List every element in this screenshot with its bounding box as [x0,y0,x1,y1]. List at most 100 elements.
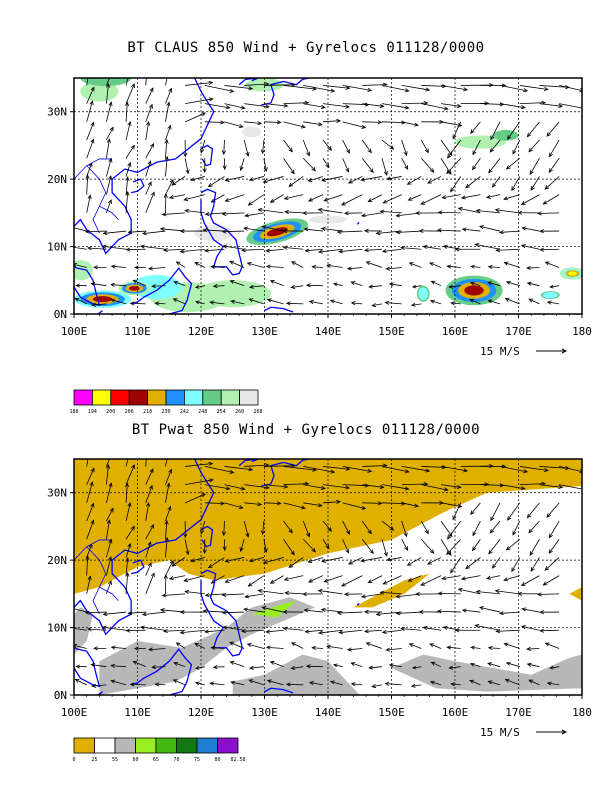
wind-vector [204,248,225,252]
x-tick-label: 130E [251,325,278,338]
wind-vector-head [321,558,326,563]
wind-vector [142,230,166,235]
wind-vector-head [479,606,484,611]
wind-vector [322,466,350,470]
wind-vector [322,158,330,168]
wind-vector-head [346,530,350,535]
wind-vector [263,176,284,183]
wind-vector [382,629,402,633]
wind-vector [339,248,363,253]
wind-vector-head [303,608,309,613]
wind-vector-head [503,577,509,582]
wind-vector [547,682,560,686]
colorbar-label: 0 [72,757,75,763]
wind-vector [420,520,429,534]
wind-vector-head [220,120,225,125]
wind-vector [308,194,324,202]
wind-vector [450,557,462,573]
pwat-region-low [353,573,430,608]
wind-vector-head [461,227,467,232]
wind-vector-head [132,279,138,284]
wind-vector [173,662,186,668]
wind-vector-head [265,264,271,269]
wind-vector-head [108,556,113,561]
wind-vector-head [150,572,155,578]
wind-vector [74,246,87,250]
wind-vector-head [456,103,462,108]
wind-vector-head [520,105,526,110]
wind-vector-head [526,646,531,651]
wind-vector [86,100,93,122]
wind-vector [145,104,153,122]
wind-vector-head [488,168,493,174]
wind-vector [376,611,402,615]
wind-vector [185,591,205,595]
cloud-cluster [92,296,113,303]
wind-vector-head [437,210,443,215]
wind-vector [291,642,304,649]
wind-vector [512,520,521,536]
wind-vector-head [304,248,310,253]
wind-vector [145,524,154,540]
wind-vector-head [311,645,317,651]
wind-vector-head [87,627,92,632]
wind-vector [348,557,363,565]
wind-vector [500,484,525,490]
wind-vector [86,87,95,104]
wind-vector-head [146,501,151,507]
wind-vector-head [229,469,235,474]
wind-vector [420,575,442,586]
wind-vector-head [326,263,331,268]
wind-vector-head [424,148,429,154]
wind-vector-head [172,298,178,303]
wind-vector-head [194,665,200,670]
wind-vector-head [345,466,351,471]
wind-vector [381,484,409,490]
wind-vector [342,158,350,173]
wind-vector-head [194,262,200,266]
wind-vector [327,264,343,268]
wind-vector [249,666,264,669]
wind-vector-head [257,588,263,594]
wind-vector [446,157,462,174]
wind-vector-head [338,249,344,254]
wind-vector-head [179,610,185,615]
cloud-patch [80,78,132,87]
wind-vector-head [484,482,490,487]
wind-vector [429,262,442,268]
wind-vector-head [308,578,313,583]
wind-vector-head [125,247,131,252]
wind-vector-head [448,284,454,289]
x-tick-label: 120E [188,325,215,338]
wind-vector-head [283,196,289,201]
wind-vector-head [222,625,228,630]
wind-vector [465,557,481,569]
wind-vector [440,520,453,537]
wind-vector-head [345,85,351,90]
wind-vector-head [212,665,218,670]
wind-vector-head [230,680,236,685]
wind-vector-head [90,662,96,668]
wind-vector [230,280,245,287]
wind-vector [386,557,402,561]
wind-vector-head [145,67,148,71]
wind-vector [185,479,213,486]
wind-vector-head [305,664,311,669]
wind-vector-head [544,185,550,190]
colorbar-label: 80 [214,757,220,763]
wind-vector-head [307,559,313,563]
wind-vector [106,199,112,213]
wind-vector-head [367,148,372,154]
wind-vector [321,176,343,181]
wind-vector-head [395,611,401,616]
wind-vector [381,103,409,109]
wind-vector-head [247,201,253,206]
wind-vector-head [91,302,96,307]
x-tick-label: 150E [378,706,405,719]
wind-vector [222,212,245,215]
wind-vector-head [386,557,391,562]
wind-vector [155,683,166,686]
wind-vector-head [247,582,253,587]
wind-vector [364,629,383,632]
wind-vector-head [420,200,426,205]
